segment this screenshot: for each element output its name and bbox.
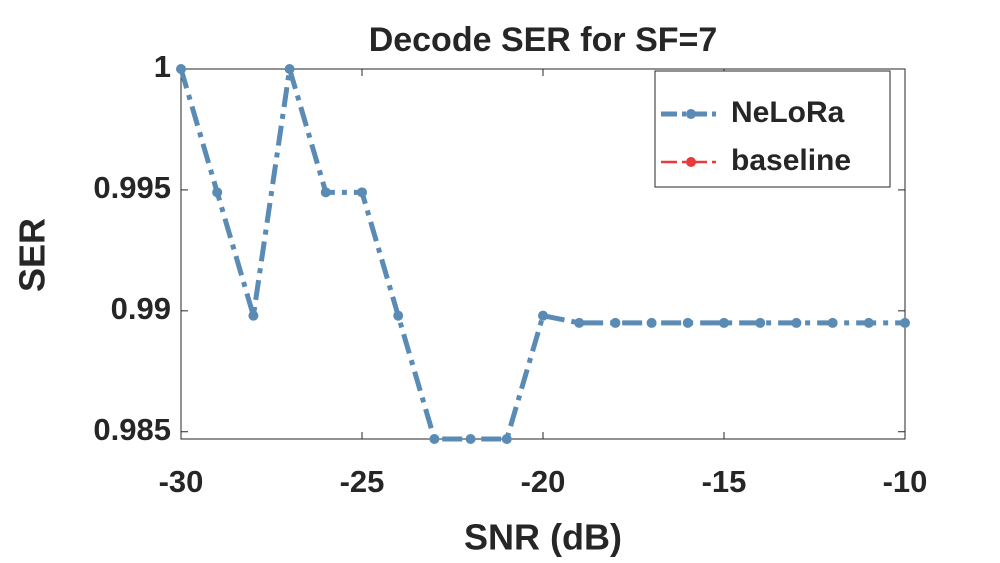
series-marker <box>755 317 766 328</box>
x-tick-label: -15 <box>702 464 747 499</box>
legend-label: baseline <box>731 144 851 177</box>
series-marker <box>791 317 802 328</box>
series-marker <box>501 434 512 444</box>
series-marker <box>429 434 440 444</box>
series-marker <box>719 317 729 328</box>
y-tick-label: 1 <box>154 49 171 84</box>
x-tick-label: -25 <box>340 464 385 499</box>
series-marker <box>393 310 404 321</box>
series-marker <box>320 187 331 198</box>
y-tick-label: 0.985 <box>93 412 171 447</box>
series-marker <box>212 187 223 198</box>
series-marker <box>863 317 874 328</box>
series-marker <box>284 64 295 74</box>
series-marker <box>248 310 259 321</box>
y-tick-label: 0.99 <box>111 291 171 326</box>
series-marker <box>538 310 548 321</box>
series-marker <box>646 317 657 328</box>
x-tick-label: -30 <box>159 464 204 499</box>
series-marker <box>610 317 621 328</box>
chart-title: Decode SER for SF=7 <box>369 21 718 59</box>
legend-label: NeLoRa <box>731 96 845 129</box>
series-marker <box>827 317 838 328</box>
series-marker <box>900 317 910 328</box>
legend-marker <box>686 157 696 167</box>
series-marker <box>682 317 693 328</box>
x-axis-label: SNR (dB) <box>464 517 622 558</box>
series-marker <box>176 64 186 74</box>
series-line <box>178 68 905 442</box>
series-marker <box>465 434 476 444</box>
x-tick-label: -10 <box>883 464 928 499</box>
legend-marker <box>686 109 696 119</box>
y-axis-label: SER <box>12 218 53 292</box>
series-marker <box>574 317 585 328</box>
series-marker <box>357 187 367 198</box>
legend-box <box>654 70 891 188</box>
y-tick-label: 0.995 <box>93 170 171 205</box>
x-tick-label: -20 <box>521 464 566 499</box>
